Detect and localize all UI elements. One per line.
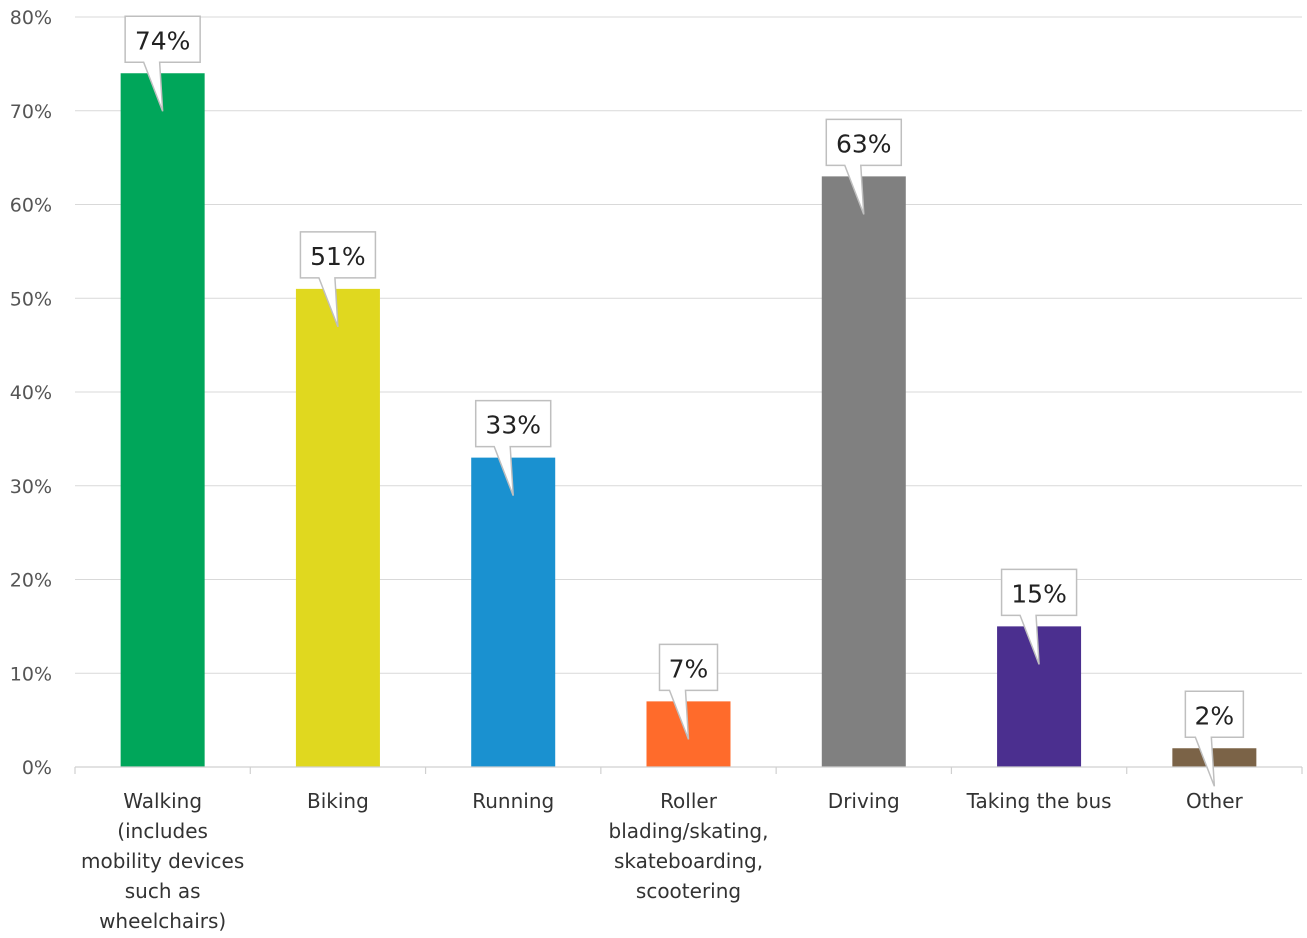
data-label-callout — [1184, 690, 1245, 787]
bar — [120, 73, 205, 767]
x-category-label: Roller blading/skating, skateboarding, scoo… — [609, 789, 769, 903]
y-tick-label: 50% — [10, 288, 52, 310]
y-tick-label: 60% — [10, 195, 52, 217]
x-axis-category-labels: Walking (includes mobility devices such as w… — [81, 789, 1243, 933]
x-category-label: Other — [1186, 789, 1244, 813]
data-label-callout — [1000, 568, 1078, 665]
y-tick-label: 30% — [10, 476, 52, 498]
data-label-callout — [299, 231, 377, 328]
data-label: 74% — [135, 26, 191, 55]
data-label-callout — [124, 15, 201, 112]
data-label: 15% — [1011, 579, 1067, 608]
x-category-label: Walking (includes mobility devices such as w… — [81, 789, 244, 933]
data-label-callout — [474, 399, 552, 496]
data-label-callout — [825, 118, 903, 215]
y-tick-label: 80% — [10, 7, 52, 29]
y-tick-label: 70% — [10, 101, 52, 123]
x-axis — [74, 766, 1303, 774]
data-label: 63% — [836, 129, 892, 158]
x-category-label: Biking — [307, 789, 369, 813]
x-category-label: Driving — [828, 789, 900, 813]
data-label-callouts: 74% 51% 33% 7% 63% 15% 2% — [124, 15, 1245, 787]
data-label: 7% — [669, 654, 709, 683]
gridlines — [75, 16, 1302, 674]
y-tick-label: 40% — [10, 382, 52, 404]
y-tick-label: 0% — [22, 757, 52, 779]
x-category-label: Running — [472, 789, 554, 813]
data-label: 33% — [485, 411, 541, 440]
x-category-label: Taking the bus — [966, 789, 1112, 813]
bar — [1172, 748, 1257, 767]
y-tick-label: 10% — [10, 663, 52, 685]
bar — [471, 457, 556, 767]
bar — [997, 626, 1082, 767]
data-label-callout — [658, 643, 719, 740]
y-axis-tick-labels: 0% 10% 20% 30% 40% 50% 60% 70% 80% — [10, 7, 52, 779]
bar — [295, 288, 380, 767]
bars — [120, 73, 1257, 767]
y-tick-label: 20% — [10, 570, 52, 592]
data-label: 2% — [1195, 701, 1235, 730]
data-label: 51% — [310, 242, 366, 271]
bar — [821, 176, 906, 767]
